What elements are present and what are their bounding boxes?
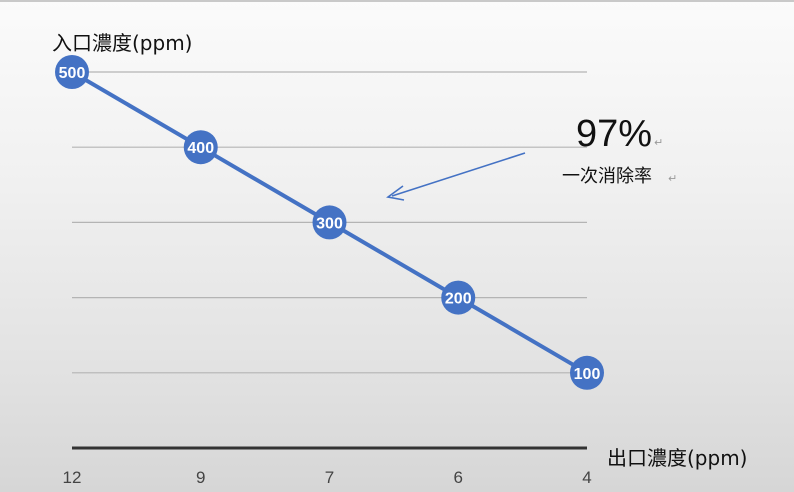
x-tick-label: 4 (582, 468, 591, 487)
paragraph-mark-icon: ↵ (668, 172, 677, 185)
x-tick-label: 9 (196, 468, 205, 487)
series: 500 400 300 200 100 (55, 55, 604, 390)
data-point (55, 55, 89, 89)
y-axis-label: 入口濃度(ppm) (52, 31, 192, 55)
data-label: 400 (187, 140, 214, 157)
data-label: 500 (59, 65, 86, 82)
annotation-arrow-icon (391, 152, 526, 197)
removal-rate-label: 一次消除率 (562, 166, 652, 187)
x-tick-labels: 12 9 7 6 4 (63, 468, 592, 487)
removal-rate-annotation: 97% ↵ 一次消除率 ↵ (386, 113, 677, 201)
removal-rate-value: 97% (576, 113, 652, 155)
x-tick-label: 6 (454, 468, 463, 487)
data-point (183, 130, 218, 165)
data-point (441, 280, 476, 315)
data-label: 200 (445, 291, 472, 308)
x-axis-label: 出口濃度(ppm) (607, 446, 747, 470)
data-point (312, 205, 347, 240)
x-tick-label: 12 (63, 468, 82, 487)
annotation-arrowhead-icon (386, 185, 405, 201)
x-tick-label: 7 (325, 468, 334, 487)
paragraph-mark-icon: ↵ (654, 136, 663, 149)
data-label: 100 (574, 366, 601, 383)
data-label: 300 (316, 215, 343, 232)
data-point (570, 355, 604, 390)
